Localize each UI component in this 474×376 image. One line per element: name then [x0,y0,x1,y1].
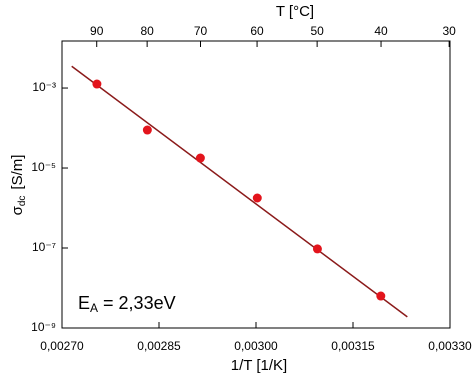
y-axis-label: σdc [S/m] [9,155,28,216]
x-axis-label: 1/T [1/K] [231,357,287,374]
data-point [142,125,152,135]
y-label-unit: [S/m] [9,155,26,190]
top-tick-label: 70 [194,24,208,38]
top-tick-label: 30 [442,24,456,38]
plot-frame [61,40,451,329]
annotation-subscript: A [90,301,98,315]
annotation-symbol: E [78,293,90,313]
y-tick-label: 10⁻⁷ [32,240,56,254]
y-label-symbol: σ [9,205,26,215]
x-tick-label: 0,00285 [137,339,181,353]
top-tick-label: 60 [250,24,264,38]
annotation-text: = 2,33eV [98,293,176,313]
top-tick-label: 90 [90,24,104,38]
annotation: EA = 2,33eV [78,293,176,315]
data-point [92,79,102,89]
top-tick-label: 40 [374,24,388,38]
x-tick-label: 0,00300 [234,339,278,353]
data-point [312,244,322,254]
top-tick-label: 50 [310,24,324,38]
y-tick-label: 10⁻³ [32,80,56,94]
fit-line [71,65,408,318]
data-point [195,153,205,163]
x-tick-label: 0,00330 [428,339,472,353]
data-point [376,291,386,301]
x-tick-label: 0,00270 [40,339,84,353]
top-axis-label: T [°C] [276,3,314,20]
x-tick-label: 0,00315 [331,339,375,353]
top-tick-label: 80 [140,24,154,38]
data-point [252,193,262,203]
y-tick-label: 10⁻⁵ [31,160,56,174]
y-label-subscript: dc [17,196,28,207]
y-tick-label: 10⁻⁹ [31,320,56,334]
